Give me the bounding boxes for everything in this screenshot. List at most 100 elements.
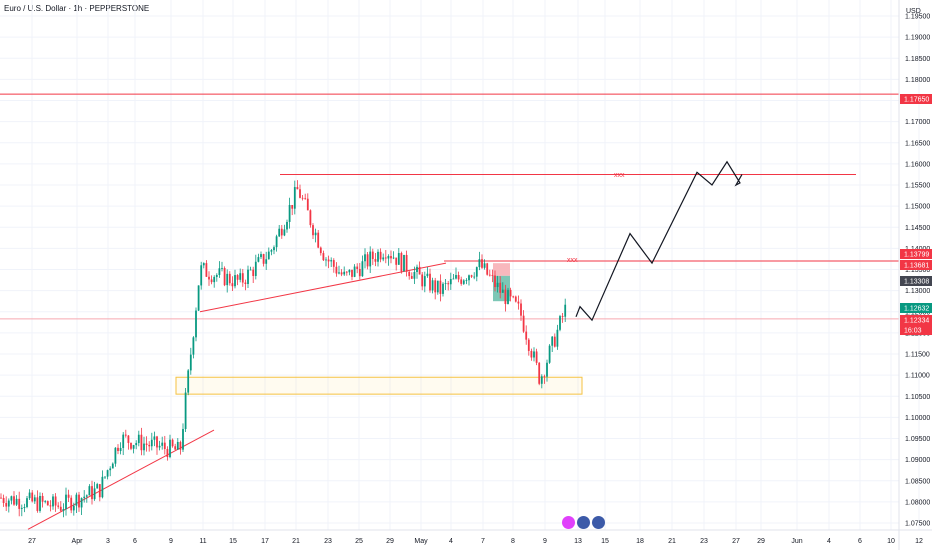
candle-body [540,376,543,384]
candle-body [104,476,106,478]
candle-body [270,250,273,252]
price-tag-label: 1.12334 [904,318,929,325]
candle-body [2,497,5,504]
y-tick-label: 1.15000 [905,204,930,211]
candle-body [416,266,418,273]
x-tick-label: 27 [28,538,36,545]
y-tick-label: 1.19000 [905,35,930,42]
candle-body [59,506,62,511]
price-tag-label: 1.13799 [904,252,929,259]
price-tag: 1.17650 [900,94,932,104]
candle-body [296,187,299,190]
candle-body [106,470,109,477]
us-flag-icon[interactable] [592,516,605,529]
candle-body [127,435,130,443]
trendline [199,262,447,313]
candle-body [462,280,465,284]
lightning-icon[interactable] [562,516,575,529]
candle-body [465,280,468,282]
candle-body [213,276,216,283]
candle-body [179,441,182,450]
candle-body [41,495,44,502]
candle-body [533,351,535,358]
candle-body [124,434,127,436]
candle-body [98,484,101,498]
price-tag-bg [900,303,932,313]
candle-body [257,257,260,262]
candle-body [62,509,65,511]
price-tag-label: 16:03 [904,328,922,335]
candle-body [140,434,143,451]
candle-body [286,221,288,230]
y-tick-label: 1.10000 [905,415,930,422]
candle-body [325,259,327,261]
us-flag-icon[interactable] [577,516,590,529]
candle-body [80,498,83,508]
candle-body [444,283,447,285]
candle-body [361,261,364,277]
candle-body [200,265,203,286]
candle-body [356,266,359,269]
candle-body [525,331,528,340]
candle-body [54,496,57,506]
y-tick-label: 1.14500 [905,225,930,232]
price-tag-label: 1.12632 [904,306,929,313]
x-tick-label: 11 [199,538,206,545]
candle-body [535,351,538,363]
candle-body [457,275,460,280]
y-tick-label: 1.18000 [905,77,930,84]
candle-body [309,210,312,226]
candle-body [182,429,184,450]
candle-body [28,492,31,499]
candle-body [223,267,226,286]
candle-body [470,275,473,277]
candle-body [478,259,481,268]
x-tick-label: 29 [386,538,394,545]
candle-body [10,496,13,501]
candle-body [241,273,244,283]
candle-body [153,436,156,440]
price-tag: 1.12632 [900,303,932,313]
x-tick-label: 9 [543,538,547,545]
y-tick-label: 1.09500 [905,436,930,443]
x-tick-label: May [414,538,428,545]
price-tag-bg [900,315,932,325]
candle-body [314,232,317,236]
candle-body [114,447,117,464]
candle-body [280,228,283,236]
candle-body [400,253,403,272]
candle-body [491,275,494,276]
candle-body [530,350,533,358]
candle-body [65,494,67,510]
candle-body [546,362,548,377]
candle-body [278,228,281,237]
candle-body [473,276,476,278]
candle-body [171,439,174,447]
candle-body [135,443,138,446]
candle-body [429,273,431,291]
x-tick-label: 6 [133,538,137,545]
candle-body [410,276,413,279]
candle-body [7,500,10,507]
candle-body [371,251,374,260]
grid [0,0,920,530]
x-tick-label: 29 [757,538,765,545]
price-tag: 16:03 [900,325,932,335]
candle-body [460,279,463,284]
y-tick-label: 1.18500 [905,56,930,63]
currency-label: USD [906,8,921,15]
candle-body [486,263,489,275]
candle-body [379,251,382,260]
x-tick-label: 23 [324,538,332,545]
candle-body [192,337,195,355]
x-tick-label: Jun [791,538,802,545]
price-tag-bg [900,260,932,270]
candle-body [405,254,408,272]
candle-body [423,276,426,287]
candle-body [304,198,307,200]
candle-body [522,315,525,332]
candle-body [96,484,99,489]
zones [175,263,583,395]
x-tick-label: 4 [449,538,453,545]
